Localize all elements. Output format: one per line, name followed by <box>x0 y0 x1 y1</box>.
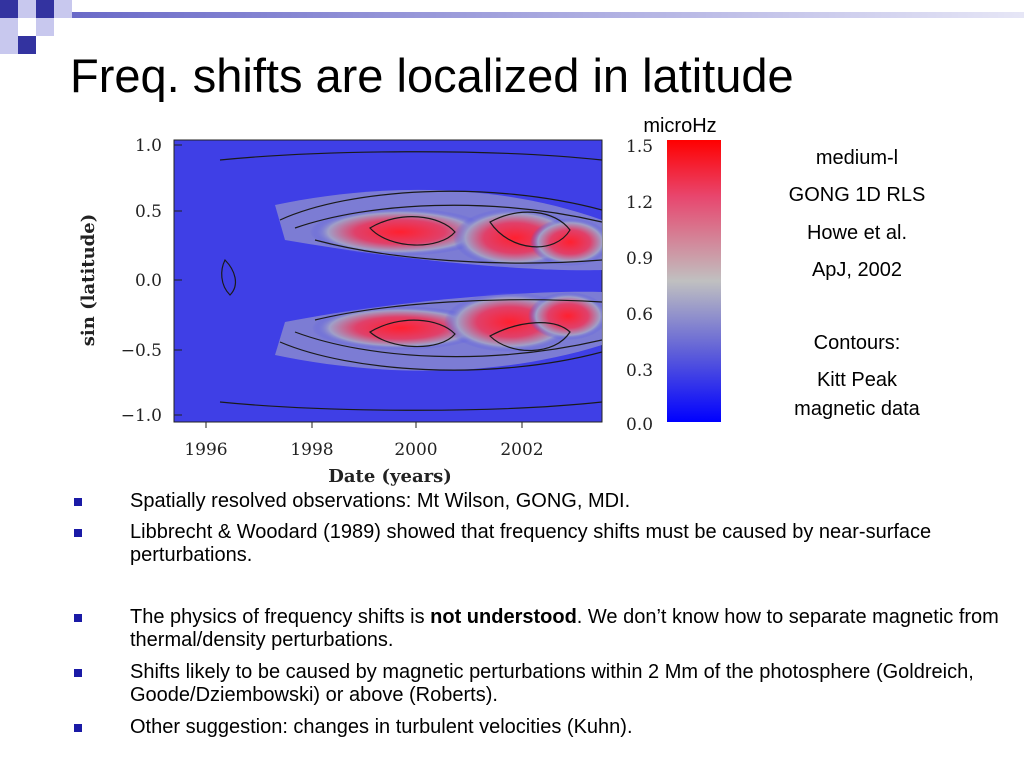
x-tick-label: 2000 <box>394 440 437 460</box>
side-note-line: magnetic data <box>794 398 920 420</box>
corner-square <box>36 0 54 18</box>
bullet-item: Shifts likely to be caused by magnetic p… <box>70 661 1000 707</box>
side-note-line: Contours: <box>813 332 901 354</box>
bullet-icon <box>74 498 82 506</box>
slide-title: Freq. shifts are localized in latitude <box>70 49 794 102</box>
colorbar <box>667 140 721 422</box>
corner-square <box>54 0 72 18</box>
bullet-item: Other suggestion: changes in turbulent v… <box>70 716 1000 739</box>
corner-square <box>36 18 54 36</box>
side-note-line: medium-l <box>815 147 899 169</box>
bullet-icon <box>74 669 82 677</box>
colorbar-unit: microHz <box>643 115 716 137</box>
y-tick-label: 0.0 <box>135 271 162 291</box>
title-rule <box>72 12 1024 18</box>
y-tick-label: −0.5 <box>121 341 162 361</box>
corner-square <box>0 18 18 36</box>
bullet-text: Shifts likely to be caused by magnetic p… <box>130 661 974 706</box>
x-axis-label: Date (years) <box>328 466 452 487</box>
y-tick-label: −1.0 <box>121 406 162 426</box>
bullet-text: Libbrecht & Woodard (1989) showed that f… <box>130 521 932 566</box>
side-note-line: Kitt Peak <box>816 369 898 391</box>
bullet-text: . We don’t know how to separate magnetic… <box>130 606 999 651</box>
bullet-icon <box>74 529 82 537</box>
colorbar-tick-label: 0.3 <box>626 361 653 381</box>
corner-square <box>0 36 18 54</box>
bullet-text: The physics of frequency shifts is <box>130 606 431 628</box>
y-tick-label: 0.5 <box>135 202 162 222</box>
x-tick-label: 1998 <box>290 440 333 460</box>
x-tick-label: 1996 <box>184 440 227 460</box>
butterfly-figure: 1.0 0.5 0.0 −0.5 −1.0 1996 1998 2000 200… <box>78 115 721 487</box>
plot-area <box>173 139 603 423</box>
bullet-item: Spatially resolved observations: Mt Wils… <box>70 490 1000 513</box>
corner-square <box>18 0 36 18</box>
bullet-item: The physics of frequency shifts is not u… <box>70 606 1000 652</box>
side-note-line: ApJ, 2002 <box>811 259 903 281</box>
colorbar-tick-label: 0.0 <box>626 415 653 435</box>
y-tick-label: 1.0 <box>135 136 162 156</box>
corner-square <box>18 36 36 54</box>
bullet-item: Libbrecht & Woodard (1989) showed that f… <box>70 521 1000 567</box>
side-note-line: Howe et al. <box>806 222 908 244</box>
bullet-text: Spatially resolved observations: Mt Wils… <box>130 490 631 512</box>
butterfly-pattern <box>219 151 602 411</box>
y-axis-label: sin (latitude) <box>78 214 99 346</box>
x-tick-label: 2002 <box>500 440 543 460</box>
corner-square <box>0 0 18 18</box>
side-note-line: GONG 1D RLS <box>788 184 926 206</box>
bullet-icon <box>74 724 82 732</box>
bullet-text: Other suggestion: changes in turbulent v… <box>130 716 633 738</box>
colorbar-tick-label: 0.9 <box>626 249 653 269</box>
colorbar-tick-label: 0.6 <box>626 305 653 325</box>
bullet-icon <box>74 614 82 622</box>
bullet-list: Spatially resolved observations: Mt Wils… <box>70 490 1000 739</box>
colorbar-tick-label: 1.5 <box>626 137 653 157</box>
colorbar-tick-label: 1.2 <box>626 193 653 213</box>
bullet-emphasis: not understood <box>430 606 577 628</box>
